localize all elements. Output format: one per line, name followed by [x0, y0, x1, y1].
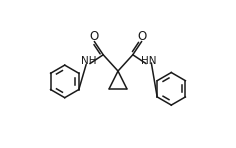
- Text: HN: HN: [141, 56, 156, 66]
- Text: O: O: [138, 30, 147, 43]
- Text: O: O: [89, 30, 98, 43]
- Text: NH: NH: [81, 56, 96, 66]
